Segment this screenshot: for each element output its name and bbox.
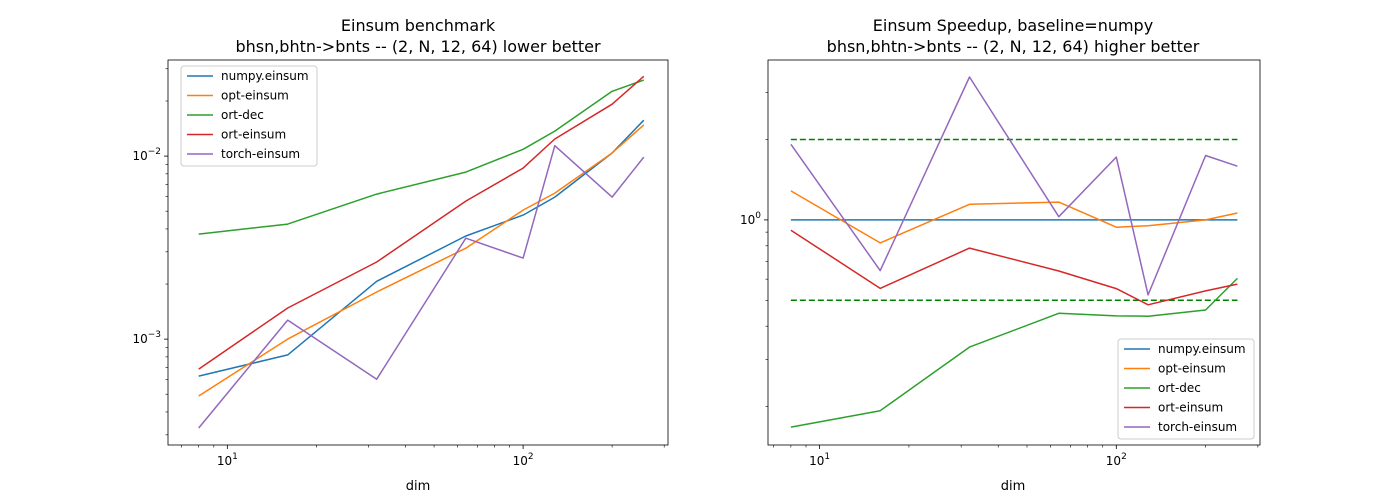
x-tick-label: 102	[513, 452, 534, 468]
legend-label: opt-einsum	[1158, 362, 1226, 376]
y-tick-label: 100	[740, 211, 761, 227]
series-line-torch-einsum	[198, 144, 645, 429]
series-line-ort-dec	[198, 79, 645, 235]
chart-subtitle: bhsn,bhtn->bnts -- (2, N, 12, 64) lower …	[235, 37, 601, 56]
series-line-opt-einsum	[790, 190, 1238, 244]
legend: numpy.einsum opt-einsum ort-dec ort-einsum t…	[1117, 338, 1255, 440]
legend-label: torch-einsum	[221, 147, 300, 161]
legend: numpy.einsum opt-einsum ort-dec ort-einsum t…	[180, 65, 318, 167]
benchmark-chart: Einsum benchmark bhsn,bhtn->bnts -- (2, …	[132, 16, 669, 494]
legend-label: torch-einsum	[1158, 420, 1237, 434]
series-line-ort-dec	[790, 277, 1238, 428]
x-tick-label: 102	[1106, 452, 1127, 468]
legend-box	[1117, 338, 1255, 440]
chart-title: Einsum Speedup, baseline=numpy	[873, 16, 1153, 35]
x-axis-label: dim	[406, 479, 431, 494]
x-tick-label: 101	[217, 452, 238, 468]
x-tick-label: 101	[809, 452, 830, 468]
legend-label: numpy.einsum	[221, 69, 309, 83]
legend-label: numpy.einsum	[1158, 342, 1246, 356]
y-tick-label: 10−3	[132, 330, 161, 346]
legend-label: ort-dec	[1158, 381, 1201, 395]
legend-box	[180, 65, 318, 167]
chart-subtitle: bhsn,bhtn->bnts -- (2, N, 12, 64) higher…	[827, 37, 1200, 56]
series-line-ort-einsum	[198, 75, 645, 370]
x-axis-label: dim	[1001, 479, 1026, 494]
y-tick-label: 10−2	[132, 147, 161, 163]
legend-label: ort-dec	[221, 108, 264, 122]
legend-label: ort-einsum	[1158, 401, 1223, 415]
axes-frame	[767, 59, 1261, 446]
series-line-opt-einsum	[198, 124, 645, 397]
series-line-torch-einsum	[790, 76, 1238, 296]
axes-frame	[167, 59, 669, 446]
legend-label: ort-einsum	[221, 128, 286, 142]
series-line-ort-einsum	[790, 229, 1238, 306]
chart-title: Einsum benchmark	[341, 16, 496, 35]
legend-label: opt-einsum	[221, 89, 289, 103]
speedup-chart: Einsum Speedup, baseline=numpy bhsn,bhtn…	[740, 16, 1261, 494]
